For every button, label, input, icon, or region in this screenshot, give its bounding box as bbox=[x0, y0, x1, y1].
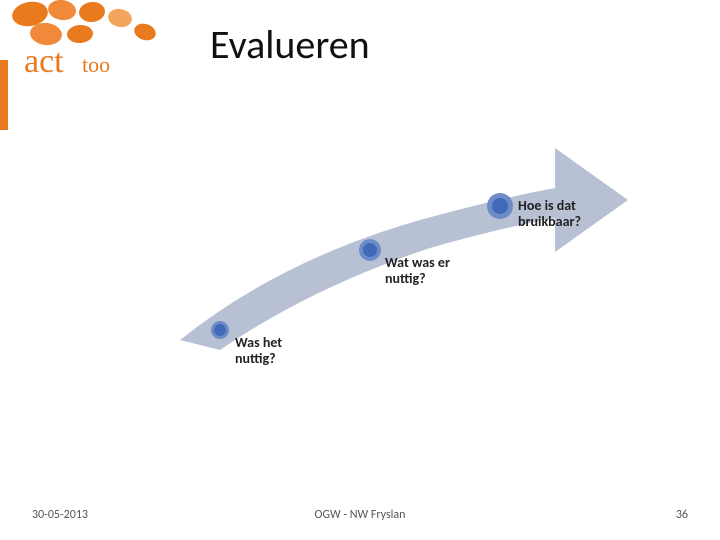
footer-center: OGW - NW Fryslan bbox=[0, 508, 720, 522]
node-2-label: Wat was ernuttig? bbox=[385, 255, 450, 287]
logo-text-main: act bbox=[24, 43, 64, 80]
node-3 bbox=[487, 193, 513, 219]
footer-page: 36 bbox=[676, 508, 688, 522]
arrow-body bbox=[180, 148, 628, 350]
node-3-label: Hoe is datbruikbaar? bbox=[518, 198, 581, 230]
logo-text-sub: too bbox=[82, 52, 110, 77]
node-1 bbox=[211, 321, 229, 339]
logo-blobs-icon: act too bbox=[0, 0, 170, 110]
node-1-label: Was hetnuttig? bbox=[235, 335, 282, 367]
logo: act too bbox=[0, 0, 170, 110]
flow-arrow-diagram: Was hetnuttig? Wat was ernuttig? Hoe is … bbox=[160, 140, 630, 380]
slide: act too Evalueren Was hetnuttig? Wat was… bbox=[0, 0, 720, 540]
node-2 bbox=[359, 239, 381, 261]
page-title: Evalueren bbox=[210, 20, 370, 69]
